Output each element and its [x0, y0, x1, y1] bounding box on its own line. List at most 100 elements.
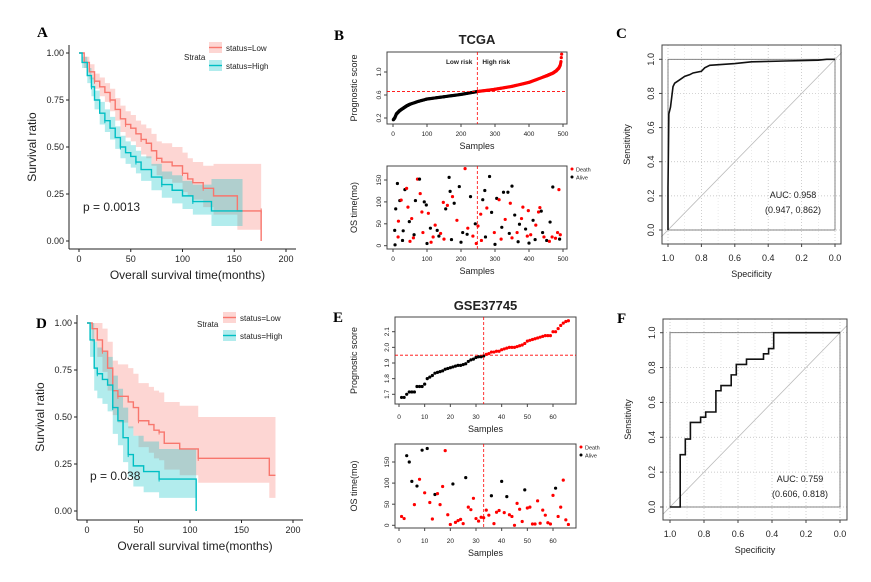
- x-tick-label: 0.4: [762, 253, 775, 263]
- x-tick-label: 0: [397, 414, 401, 421]
- y-tick-label: 0.6: [647, 396, 657, 409]
- score-point: [559, 56, 563, 60]
- alive-point: [505, 495, 509, 499]
- alive-point: [394, 207, 398, 211]
- score-point: [538, 335, 542, 339]
- score-point: [466, 359, 470, 364]
- alive-point: [452, 201, 456, 205]
- score-point: [564, 319, 568, 324]
- score-point: [487, 352, 491, 356]
- score-point: [423, 382, 427, 386]
- x-tick-label: 1.0: [664, 529, 677, 539]
- score-point: [518, 344, 522, 348]
- score-point: [459, 363, 463, 367]
- death-point: [525, 234, 529, 238]
- death-point: [518, 507, 522, 511]
- y-tick-label: 1.7: [384, 389, 391, 398]
- death-point: [557, 188, 561, 192]
- death-point: [399, 198, 403, 202]
- alive-point: [551, 185, 555, 189]
- death-point: [466, 226, 470, 230]
- y-tick-label: 0.4: [647, 431, 657, 444]
- y-tick-label: 1.00: [54, 318, 72, 328]
- death-point: [405, 186, 409, 190]
- death-point: [441, 200, 445, 204]
- p-value: p = 0.038: [90, 469, 141, 483]
- roc-curve: [670, 331, 840, 508]
- y-axis-label: Sensitivity: [623, 399, 633, 440]
- legend-dot-death: [579, 445, 583, 449]
- death-point: [521, 205, 525, 209]
- x-axis-label: Samples: [459, 266, 495, 276]
- x-tick-label: 0.8: [698, 529, 711, 539]
- auc-label: AUC: 0.958: [770, 190, 817, 200]
- death-point: [485, 206, 489, 210]
- score-point: [561, 321, 565, 325]
- alive-point: [449, 237, 454, 242]
- alive-point: [420, 448, 424, 452]
- death-point: [463, 167, 467, 171]
- score-point: [430, 373, 434, 378]
- death-point: [408, 239, 412, 243]
- death-point: [396, 219, 401, 223]
- death-point: [443, 449, 447, 453]
- score-point: [476, 355, 481, 359]
- death-point: [484, 508, 488, 512]
- x-tick-label: 0.0: [829, 253, 842, 263]
- death-point: [497, 198, 501, 202]
- high-risk-label: High risk: [482, 59, 510, 66]
- death-point: [494, 510, 499, 514]
- death-point: [429, 240, 433, 244]
- x-axis-label: Overall survival time(months): [110, 268, 265, 282]
- score-point: [520, 343, 524, 347]
- x-tick-label: 0.6: [729, 253, 742, 263]
- x-axis-label: Specificity: [731, 269, 772, 279]
- death-point: [459, 517, 463, 521]
- confidence-band-low: [79, 53, 262, 230]
- score-point: [559, 323, 563, 328]
- y-tick-label: 1.9: [384, 358, 391, 367]
- y-axis-label: Prognostic score: [349, 327, 359, 394]
- death-point: [530, 522, 535, 526]
- plot-frame: [661, 44, 842, 245]
- death-point: [418, 191, 422, 196]
- legend-dot-death: [570, 167, 574, 171]
- score-point: [464, 362, 468, 366]
- x-tick-label: 500: [558, 256, 569, 263]
- score-point: [410, 390, 414, 394]
- death-point: [492, 230, 496, 235]
- survival-curve-high: [87, 322, 197, 511]
- alive-point: [507, 231, 511, 236]
- score-point: [505, 346, 509, 350]
- score-point: [420, 384, 424, 389]
- alive-point: [465, 232, 469, 236]
- score-point: [407, 390, 411, 394]
- death-point: [402, 516, 406, 521]
- death-point: [471, 496, 476, 500]
- score-point: [405, 392, 409, 396]
- score-point: [441, 369, 445, 373]
- death-point: [476, 224, 480, 228]
- x-tick-label: 200: [285, 525, 300, 535]
- death-point: [471, 234, 475, 238]
- alive-point: [444, 207, 448, 211]
- x-tick-label: 1.0: [662, 253, 675, 263]
- death-point: [487, 513, 491, 517]
- alive-point: [428, 226, 432, 230]
- y-tick-label: 0.0: [646, 224, 656, 237]
- death-point: [553, 236, 558, 240]
- y-tick-label: 0.25: [46, 189, 64, 199]
- score-point: [530, 337, 535, 342]
- death-point: [559, 505, 563, 509]
- x-tick-label: 0: [391, 256, 395, 263]
- score-point: [492, 350, 496, 354]
- score-point: [525, 339, 529, 343]
- death-point: [469, 508, 473, 512]
- death-point: [528, 505, 532, 509]
- panel-letter: C: [616, 26, 627, 42]
- score-point: [523, 341, 527, 346]
- death-point: [455, 218, 459, 222]
- death-point: [566, 522, 571, 527]
- panel-letter: A: [37, 25, 48, 41]
